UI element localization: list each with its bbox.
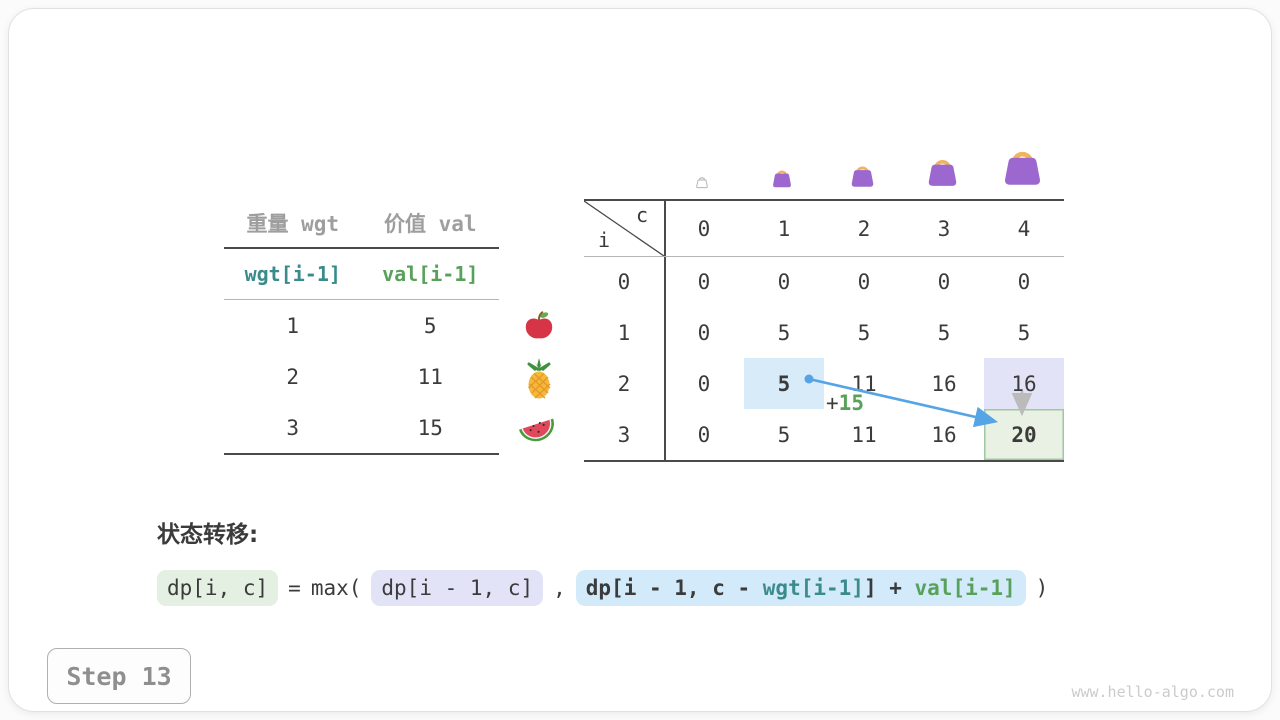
formula-max-open: max( (310, 576, 362, 600)
dp-row-header-1: 1 (617, 320, 631, 345)
items-table-header: 重量 wgt 价值 val (224, 198, 499, 247)
dp-cell: 0 (777, 269, 791, 294)
dp-col-header-2: 2 (857, 216, 871, 241)
corner-col-var: c (635, 203, 648, 227)
dp-header-divider-horizontal (584, 256, 1064, 257)
dp-cell: 0 (697, 371, 711, 396)
dp-cell: 0 (697, 320, 711, 345)
corner-row-var: i (598, 228, 611, 252)
bag-icon-capacity-0 (696, 177, 708, 189)
formula-lhs: dp[i, c] (157, 570, 279, 606)
watermelon-icon (518, 418, 554, 442)
dp-header-divider-vertical (664, 201, 666, 460)
dp-cell: 5 (777, 422, 791, 447)
dp-col-header-0: 0 (697, 216, 711, 241)
added-value: 15 (838, 391, 864, 415)
dp-corner-cell: c i (584, 201, 664, 256)
bag-icon-capacity-4 (1005, 151, 1040, 185)
val-code-label: val[i-1] (382, 262, 479, 286)
weight-column-header: 重量 wgt (246, 211, 340, 236)
added-value-annotation: +15 (815, 392, 875, 414)
transition-heading: 状态转移: (157, 522, 259, 548)
step-badge: Step 13 (47, 648, 191, 704)
formula-close-paren: ) (1035, 576, 1049, 600)
dp-col-header-3: 3 (937, 216, 951, 241)
table-rule (224, 247, 499, 249)
item-1-weight: 1 (286, 313, 300, 338)
figure-card: 重量 wgt 价值 val wgt[i-1] val[i-1] 1 5 2 11… (8, 8, 1272, 712)
dp-cell-previous: 16 (984, 358, 1064, 409)
dp-row-header-2: 2 (617, 371, 631, 396)
formula-equals: = (288, 576, 301, 600)
item-3-value: 15 (417, 415, 443, 440)
dp-cell: 0 (697, 422, 711, 447)
item-row-2: 2 11 (224, 351, 499, 402)
value-column-header: 价值 val (383, 211, 477, 236)
plus-sign: + (826, 391, 839, 415)
dp-cell: 0 (697, 269, 711, 294)
item-row-3: 3 15 (224, 402, 499, 453)
dp-cell: 0 (857, 269, 871, 294)
apple-icon (525, 311, 553, 339)
dp-cell: 5 (777, 320, 791, 345)
bag-icon-capacity-2 (851, 166, 874, 187)
pineapple-icon (527, 358, 551, 399)
dp-row-header-0: 0 (617, 269, 631, 294)
item-1-value: 5 (423, 313, 437, 338)
item-2-weight: 2 (286, 364, 300, 389)
formula-arg2-val: val[i-1] (914, 576, 1016, 600)
table-rule (224, 453, 499, 455)
dp-cell: 5 (857, 320, 871, 345)
bag-icon-capacity-3 (928, 159, 957, 186)
items-table: 重量 wgt 价值 val wgt[i-1] val[i-1] 1 5 2 11… (224, 198, 499, 455)
dp-cell: 0 (937, 269, 951, 294)
dp-cell: 5 (1017, 320, 1031, 345)
wgt-code-label: wgt[i-1] (244, 262, 341, 286)
formula-arg2-mid: ] + (863, 576, 915, 600)
item-3-weight: 3 (286, 415, 300, 440)
table-rule (224, 299, 499, 300)
dp-row-header-3: 3 (617, 422, 631, 447)
formula-arg1: dp[i - 1, c] (371, 570, 544, 606)
item-row-1: 1 5 (224, 300, 499, 351)
items-table-code-row: wgt[i-1] val[i-1] (224, 249, 499, 299)
dp-cell: 16 (931, 422, 957, 447)
formula-arg2: dp[i - 1, c - wgt[i-1]] + val[i-1] (575, 570, 1026, 606)
dp-col-header-4: 4 (1017, 216, 1031, 241)
formula-arg2-wgt: wgt[i-1] (762, 576, 864, 600)
dp-cell: 11 (851, 422, 877, 447)
transition-formula: dp[i, c] = max( dp[i - 1, c] , dp[i - 1,… (157, 570, 1048, 606)
dp-cell-result: 20 (984, 409, 1064, 460)
site-watermark: www.hello-algo.com (1071, 683, 1234, 701)
formula-arg2-prefix: dp[i - 1, c - (585, 576, 763, 600)
corner-diagonal-line (584, 201, 664, 256)
bag-icon-capacity-1 (773, 170, 791, 188)
dp-cell: 16 (931, 371, 957, 396)
formula-comma: , (553, 576, 566, 600)
dp-table: c i 0 1 2 3 4 0 0 0 0 0 0 1 0 5 5 5 5 2 … (584, 199, 1064, 462)
dp-cell: 0 (1017, 269, 1031, 294)
dp-cell-source: 5 (744, 358, 824, 409)
dp-cell: 5 (937, 320, 951, 345)
dp-col-header-1: 1 (777, 216, 791, 241)
item-2-value: 11 (417, 364, 443, 389)
